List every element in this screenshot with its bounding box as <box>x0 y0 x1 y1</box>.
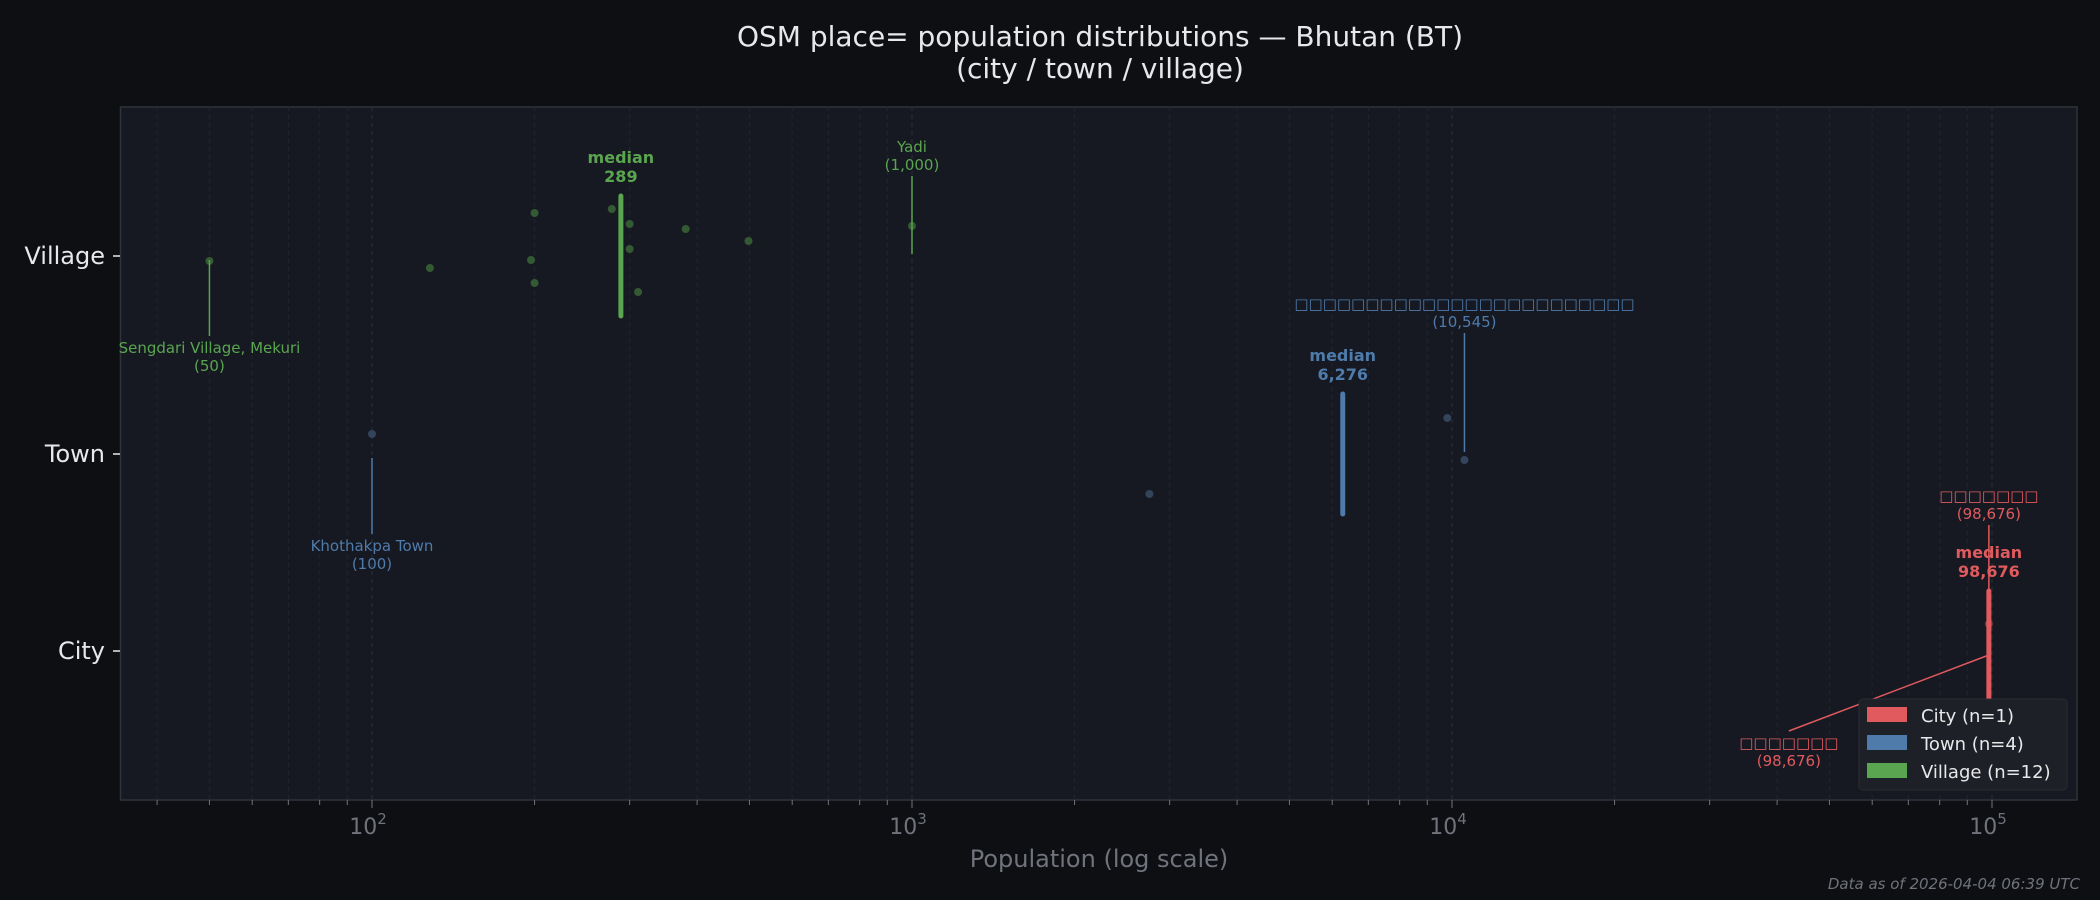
data-point-village <box>527 256 536 264</box>
axes: 102 103 104 105 Village Town City <box>24 242 2006 840</box>
annotation-value: (98,676) <box>1957 505 2021 523</box>
x-tick-label: 103 <box>889 810 927 840</box>
plot-area <box>119 106 2078 801</box>
chart-subtitle: (city / town / village) <box>956 52 1244 85</box>
data-point-village <box>530 209 539 217</box>
legend-swatch-town <box>1867 735 1907 750</box>
legend-label-village: Village (n=12) <box>1921 762 2051 783</box>
grid-lines <box>156 107 1993 800</box>
legend-box <box>1858 698 2068 791</box>
annotation-name: □□□□□□□ <box>1739 734 1838 752</box>
annotation-name: Yadi <box>896 138 927 156</box>
annotation-value: (98,676) <box>1757 752 1821 770</box>
data-marks: median98,676□□□□□□□(98,676)□□□□□□□(98,67… <box>119 138 2039 770</box>
legend-swatch-village <box>1867 763 1907 778</box>
data-point-village <box>634 288 643 296</box>
annotation-leader <box>1788 654 1990 732</box>
y-tick-label-city: City <box>58 637 105 665</box>
footer-timestamp: Data as of 2026-04-04 06:39 UTC <box>1828 875 2081 893</box>
median-label: median <box>1309 346 1376 365</box>
median-value-label: 289 <box>604 167 637 186</box>
x-axis-label: Population (log scale) <box>970 845 1229 873</box>
legend-swatch-city <box>1867 707 1907 722</box>
legend: City (n=1) Town (n=4) Village (n=12) <box>1858 698 2068 791</box>
median-value-label: 6,276 <box>1317 365 1368 384</box>
annotation-value: (1,000) <box>885 156 940 174</box>
annotation-name: □□□□□□□□□□□□□□□□□□□□□□□□ <box>1294 295 1634 313</box>
annotation-name: □□□□□□□ <box>1939 487 2038 505</box>
annotation-value: (100) <box>352 555 392 573</box>
legend-label-town: Town (n=4) <box>1920 734 2024 755</box>
annotation-name: Khothakpa Town <box>311 537 434 555</box>
x-tick-label: 104 <box>1429 810 1467 840</box>
annotation-value: (50) <box>194 357 225 375</box>
data-point-town <box>1443 414 1452 422</box>
data-point-village <box>625 220 634 228</box>
data-point-town <box>1145 490 1154 498</box>
x-tick-label: 105 <box>1969 810 2007 840</box>
data-point-village <box>681 225 690 233</box>
chart-title: OSM place= population distributions — Bh… <box>737 20 1463 53</box>
y-tick-label-village: Village <box>24 242 105 270</box>
data-point-town <box>1460 456 1469 464</box>
y-tick-label-town: Town <box>44 440 105 468</box>
median-label: median <box>588 148 655 167</box>
annotation-name: Sengdari Village, Mekuri <box>119 339 301 357</box>
data-point-town <box>368 430 376 438</box>
annotation-value: (10,545) <box>1432 313 1496 331</box>
legend-label-city: City (n=1) <box>1921 706 2014 727</box>
data-point-village <box>607 205 616 213</box>
data-point-village <box>425 264 434 272</box>
data-point-village <box>625 245 634 253</box>
data-point-village <box>744 237 753 245</box>
x-tick-label: 102 <box>349 810 387 840</box>
data-point-village <box>530 279 539 287</box>
